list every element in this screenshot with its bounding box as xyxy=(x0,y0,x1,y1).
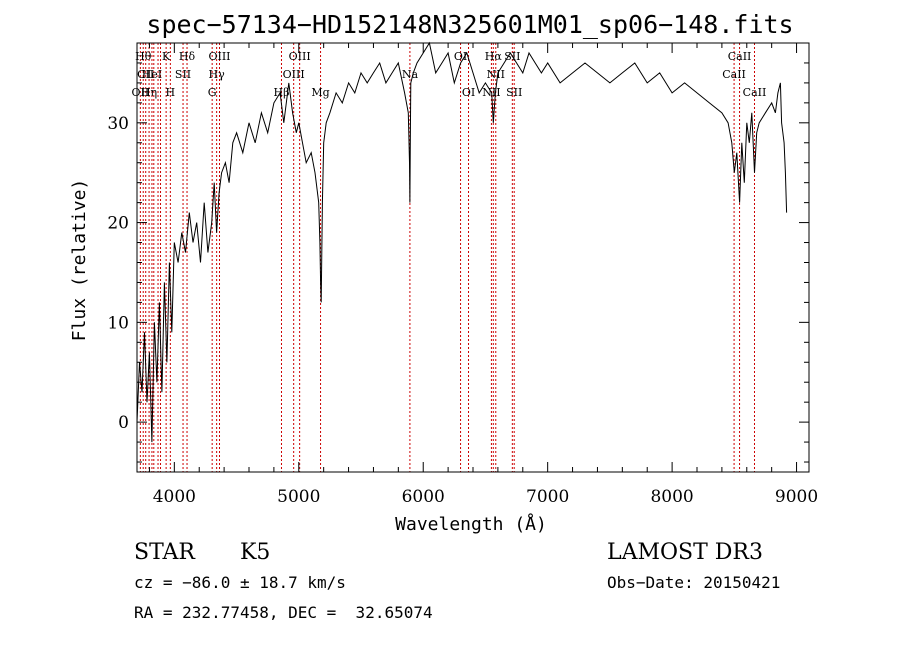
line-marker-label: Hδ xyxy=(179,50,196,63)
line-marker-label: HeI xyxy=(142,68,162,81)
x-tick-label: 7000 xyxy=(526,487,569,507)
coordinates-text: RA = 232.77458, DEC = 32.65074 xyxy=(134,603,433,622)
line-marker-label: Na xyxy=(402,68,419,81)
redshift-text: cz = −86.0 ± 18.7 km/s xyxy=(134,573,346,592)
line-markers xyxy=(139,43,755,472)
y-axis-label: Flux (relative) xyxy=(69,179,90,342)
plot-frame xyxy=(136,42,810,473)
spectrum-line xyxy=(136,41,788,443)
axis-ticks: 4000 5000 6000 7000 8000 9000 0 10 20 30 xyxy=(107,42,818,507)
x-axis-label: Wavelength (Å) xyxy=(395,513,547,535)
y-tick-label: 20 xyxy=(107,214,129,234)
line-marker-label: CII xyxy=(137,68,154,81)
x-tick-label: 6000 xyxy=(402,487,445,507)
line-marker-label: CaII xyxy=(722,68,746,81)
obs-date-text: Obs−Date: 20150421 xyxy=(607,573,781,592)
line-marker-label: CaII xyxy=(743,86,767,99)
line-marker-label: Mg xyxy=(311,86,329,99)
line-marker-label: Hγ xyxy=(209,68,226,81)
line-marker-label: CaII xyxy=(728,50,752,63)
line-marker-label: NII xyxy=(487,68,505,81)
line-marker-label: K xyxy=(162,50,171,63)
line-marker-label: OI xyxy=(462,86,475,99)
y-tick-label: 10 xyxy=(107,313,129,333)
x-tick-label: 9000 xyxy=(775,487,818,507)
line-marker-label: G xyxy=(208,86,217,99)
x-tick-label: 5000 xyxy=(277,487,320,507)
line-marker-label: SII xyxy=(175,68,191,81)
line-marker-label: Hα xyxy=(485,50,503,63)
line-marker-label: Hη xyxy=(141,86,157,99)
y-tick-label: 0 xyxy=(118,413,129,433)
line-marker-label: OIII xyxy=(289,50,311,63)
line-marker-label: OI xyxy=(454,50,467,63)
line-marker-label: H xyxy=(166,86,176,99)
line-marker-label: OII xyxy=(132,86,150,99)
object-class: STAR xyxy=(134,540,195,565)
x-tick-label: 8000 xyxy=(650,487,693,507)
line-marker-label: OIII xyxy=(208,50,230,63)
line-marker-label: Hβ xyxy=(274,86,290,99)
line-marker-label: OIII xyxy=(283,68,305,81)
y-tick-label: 30 xyxy=(107,114,129,134)
survey-name: LAMOST DR3 xyxy=(607,540,763,565)
chart-title: spec−57134−HD152148N325601M01_sp06−148.f… xyxy=(146,10,793,39)
x-tick-label: 4000 xyxy=(153,487,196,507)
line-marker-label: Hθ xyxy=(135,50,152,63)
line-marker-label: SII xyxy=(506,86,522,99)
object-subclass: K5 xyxy=(240,540,271,565)
